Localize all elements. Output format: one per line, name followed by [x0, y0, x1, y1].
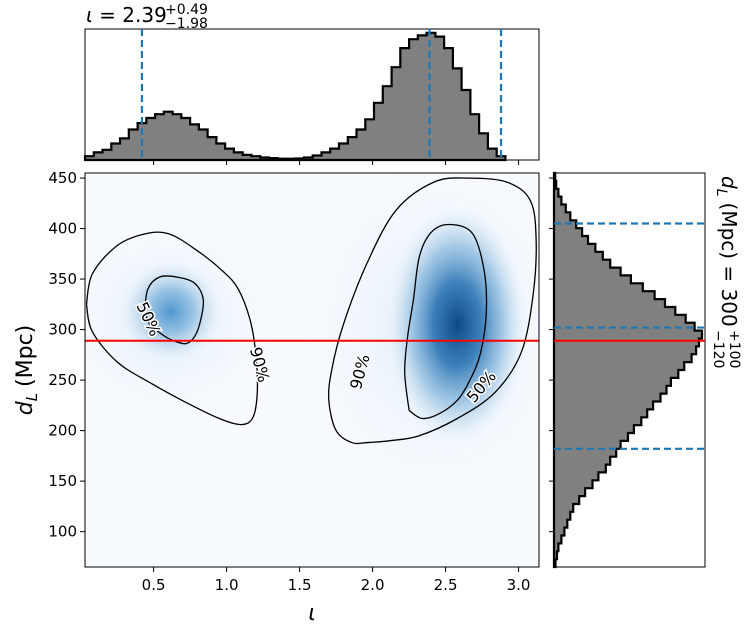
- y-axis-label-subscript: L: [23, 393, 41, 401]
- y-tick-label-1: 150: [48, 472, 77, 490]
- top-title-value: 2.39: [122, 3, 167, 27]
- top-title-upper: +0.49: [165, 2, 208, 18]
- joint-panel: 50%50%90% 90% 0.5 1.0 1.5 2.0 2.5 3.0 10015020…: [13, 169, 540, 626]
- right-title-lower: −120: [710, 330, 726, 368]
- right-marginal-quantile-lines: [554, 222, 705, 450]
- x-tick-label-4: 2.5: [434, 576, 458, 594]
- credible-contours: [85, 177, 537, 445]
- top-marginal-ticks: [153, 160, 520, 165]
- y-tick-label-4: 300: [48, 321, 77, 339]
- x-axis-label: ι: [308, 601, 315, 626]
- contour-50pct-0: [144, 275, 205, 345]
- contour-90pct-0: [85, 231, 259, 426]
- x-tick-label-3: 2.0: [361, 576, 385, 594]
- top-marginal-title: ι = 2.39: [86, 3, 167, 27]
- contour-90pct-1: [327, 177, 537, 445]
- y-axis-label-unit: (Mpc): [13, 325, 38, 387]
- right-marginal-ticks: [549, 177, 554, 533]
- y-axis-label-symbol: d: [13, 400, 38, 415]
- right-marginal-title: dL (Mpc) = 300 +100 −120: [710, 176, 742, 368]
- joint-frame: [84, 172, 540, 568]
- x-tick-label-1: 1.0: [215, 576, 239, 594]
- right-title-subscript: L: [713, 189, 729, 197]
- y-tick-label-3: 250: [48, 371, 77, 389]
- x-tick-label-2: 1.5: [288, 576, 312, 594]
- right-marginal-panel: dL (Mpc) = 300 +100 −120: [549, 171, 742, 569]
- right-marginal-histogram: [552, 171, 704, 569]
- density-peak-0: [387, 204, 528, 445]
- right-title-unit: (Mpc): [717, 203, 741, 260]
- y-tick-label-7: 450: [48, 169, 77, 187]
- top-title-symbol: ι: [86, 3, 93, 27]
- top-marginal-panel: ι = 2.39 +0.49 −1.98: [83, 2, 540, 165]
- y-tick-label-6: 400: [48, 220, 77, 238]
- top-title-equals: =: [93, 3, 122, 27]
- x-axis-ticks: 0.5 1.0 1.5 2.0 2.5 3.0: [142, 567, 531, 594]
- x-tick-label-5: 3.0: [507, 576, 531, 594]
- y-axis-label: dL (Mpc): [13, 325, 41, 416]
- top-title-lower: −1.98: [165, 16, 208, 32]
- y-tick-label-0: 100: [48, 523, 77, 541]
- top-marginal-histogram: [83, 31, 507, 162]
- right-title-upper: +100: [726, 330, 742, 368]
- right-title-main: dL (Mpc) = 300: [713, 176, 741, 327]
- contour-50pct-1: [404, 223, 488, 420]
- density-heatmap: [85, 173, 539, 520]
- right-title-symbol: d: [717, 176, 741, 189]
- y-tick-label-2: 200: [48, 422, 77, 440]
- y-tick-label-5: 350: [48, 270, 77, 288]
- x-tick-label-0: 0.5: [142, 576, 166, 594]
- y-axis-ticks: 100 150 200 250 300 350 400 450: [48, 169, 85, 541]
- right-title-equals: =: [717, 259, 741, 288]
- right-title-value: 300: [717, 289, 741, 327]
